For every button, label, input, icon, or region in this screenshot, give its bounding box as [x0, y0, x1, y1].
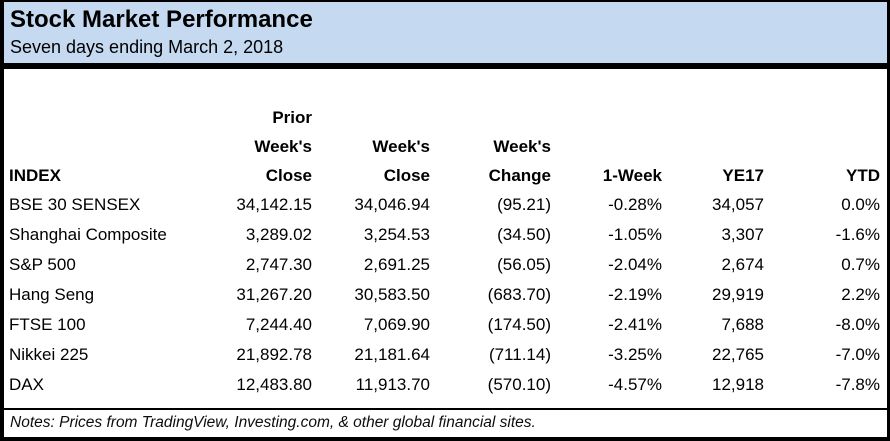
value-cell: 12,483.80 [236, 375, 312, 394]
value-cell: (570.10) [487, 375, 551, 394]
value-cell: (56.05) [497, 255, 551, 274]
value-cell: 0.7% [841, 255, 880, 274]
value-cell: -8.0% [835, 315, 880, 334]
table-row: Hang Seng 31,267.20 30,583.50 (683.70) -2.19… [4, 280, 880, 310]
value-cell: (95.21) [497, 195, 551, 214]
column-header-weeks-change: Week's Change [488, 137, 551, 185]
value-cell: 2,674 [721, 255, 764, 274]
column-header-row: INDEX Prior Week's Close Week's Close Week's Ch… [4, 103, 880, 190]
value-cell: 22,765 [712, 345, 764, 364]
value-cell: 2.2% [841, 285, 880, 304]
index-name-cell: FTSE 100 [9, 315, 86, 334]
index-name-cell: BSE 30 SENSEX [9, 195, 141, 214]
index-name-cell: Hang Seng [9, 285, 95, 304]
value-cell: 21,181.64 [354, 345, 430, 364]
notes-footer: Notes: Prices from TradingView, Investin… [4, 410, 887, 437]
page-title: Stock Market Performance [10, 6, 313, 33]
index-name-cell: S&P 500 [9, 255, 76, 274]
value-cell: -0.28% [608, 195, 662, 214]
value-cell: (34.50) [497, 225, 551, 244]
index-name-cell: DAX [9, 375, 44, 394]
page-subtitle: Seven days ending March 2, 2018 [10, 37, 284, 57]
column-header-one-week: 1-Week [602, 166, 662, 185]
value-cell: 29,919 [712, 285, 764, 304]
value-cell: 21,892.78 [236, 345, 312, 364]
table-row: BSE 30 SENSEX 34,142.15 34,046.94 (95.21) -0… [4, 190, 880, 220]
value-cell: 2,691.25 [363, 255, 430, 274]
index-name-cell: Nikkei 225 [9, 345, 89, 364]
value-cell: -2.41% [608, 315, 662, 334]
value-cell: -1.05% [608, 225, 662, 244]
table-row: Shanghai Composite 3,289.02 3,254.53 (34.50… [4, 220, 880, 250]
index-name-cell: Shanghai Composite [9, 225, 167, 244]
value-cell: (711.14) [488, 345, 551, 364]
value-cell: (174.50) [487, 315, 551, 334]
value-cell: -7.0% [835, 345, 880, 364]
value-cell: -1.6% [835, 225, 880, 244]
value-cell: -3.25% [608, 345, 662, 364]
value-cell: -7.8% [835, 375, 880, 394]
value-cell: 31,267.20 [236, 285, 312, 304]
value-cell: 11,913.70 [355, 375, 430, 394]
table-row: S&P 500 2,747.30 2,691.25 (56.05) -2.04% 2,67… [4, 250, 880, 280]
column-header-ytd: YTD [846, 166, 880, 185]
notes-text: Notes: Prices from TradingView, Investin… [10, 414, 536, 431]
value-cell: 0.0% [841, 195, 880, 214]
value-cell: 34,046.94 [354, 195, 430, 214]
column-header-weeks-close: Week's Close [372, 137, 430, 185]
value-cell: (683.70) [487, 285, 551, 304]
title-band: Stock Market Performance Seven days endi… [4, 2, 887, 63]
value-cell: -2.19% [608, 285, 662, 304]
value-cell: 12,918 [712, 375, 764, 394]
value-cell: 2,747.30 [245, 255, 312, 274]
table-body: BSE 30 SENSEX 34,142.15 34,046.94 (95.21) -0… [4, 190, 880, 400]
value-cell: 34,142.15 [236, 195, 312, 214]
column-header-prior-weeks-close: Prior Week's Close [254, 108, 312, 185]
value-cell: 3,254.53 [363, 225, 430, 244]
value-cell: 7,688 [721, 315, 764, 334]
value-cell: -4.57% [608, 375, 662, 394]
value-cell: 3,307 [721, 225, 764, 244]
column-header-ye17: YE17 [722, 166, 764, 185]
value-cell: 7,069.90 [363, 315, 430, 334]
table-row: Nikkei 225 21,892.78 21,181.64 (711.14) -3.2… [4, 340, 880, 370]
table-row: DAX 12,483.80 11,913.70 (570.10) -4.57% 12,91… [4, 370, 880, 400]
value-cell: -2.04% [608, 255, 662, 274]
column-header-index: INDEX [9, 166, 61, 185]
value-cell: 3,289.02 [245, 225, 312, 244]
value-cell: 30,583.50 [354, 285, 430, 304]
table-row: FTSE 100 7,244.40 7,069.90 (174.50) -2.41% 7,… [4, 310, 880, 340]
value-cell: 7,244.40 [245, 315, 312, 334]
table-panel: INDEX Prior Week's Close Week's Close Week's Ch… [4, 69, 887, 408]
value-cell: 34,057 [712, 195, 764, 214]
